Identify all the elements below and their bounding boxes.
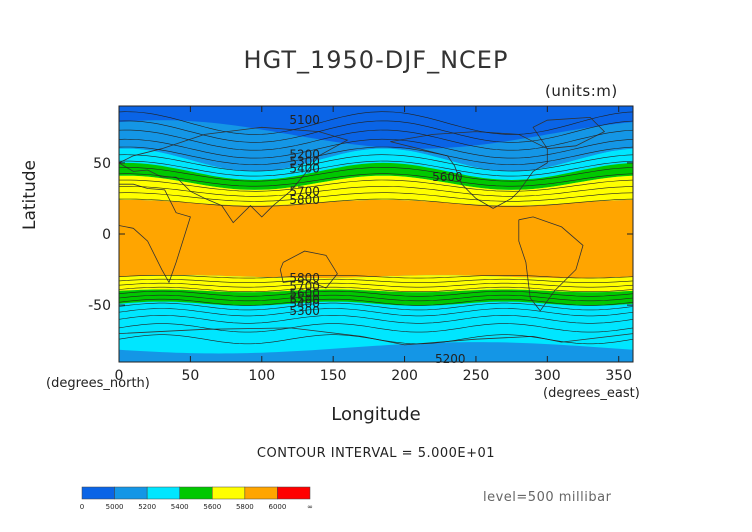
coastline-3 [390,131,548,209]
x-axis-label: Longitude [331,404,421,425]
band-tropics [119,199,633,279]
contour-n-11 [118,192,634,202]
contour-s-11 [118,334,634,345]
coastline-1 [118,183,191,284]
contour-s-3 [118,286,634,293]
contour-s-9 [118,315,634,324]
contour-label: 5400 [289,297,320,311]
x-tick-label: 150 [320,368,347,384]
colorbar-tick-label: 5200 [138,503,156,511]
contour-label: 5200 [289,147,320,161]
band-n-5400 [119,162,633,190]
contour-s-2 [118,282,634,288]
colorbar-tick-label: 5600 [203,503,221,511]
contour-n-6 [118,160,634,177]
chart-title: HGT_1950-DJF_NCEP [243,46,509,74]
contour-s-10 [118,323,634,333]
contour-s-1 [118,278,634,283]
contour-lines [118,111,634,345]
contour-label: 5800 [289,271,320,285]
contour-label: 5700 [289,280,320,294]
contour-label: 5200 [435,352,466,366]
x-tick-label: 250 [463,368,490,384]
contour-label: 5300 [289,304,320,318]
contour-label: 5300 [289,154,320,168]
colorbar-bin [146,486,180,500]
contour-n-0 [118,111,634,135]
x-tick-label: 0 [115,368,124,384]
band-n-5200 [119,148,633,180]
colorbar-bin [179,486,213,500]
contour-n-7 [118,167,634,182]
contour-n-2 [118,129,634,151]
contour-s-5 [118,294,634,302]
contour-label: 5600 [289,287,320,301]
contour-s-0 [118,274,634,279]
units-label: (units:m) [545,82,618,100]
colorbar: 0 5000 5200 5400 5600 5800 6000 ∞ [80,486,313,511]
contour-n-12 [118,198,634,207]
x-tick-label: 350 [605,368,632,384]
colorbar-tick-label: 5800 [236,503,254,511]
y-axis-unit: (degrees_north) [46,376,150,391]
y-tick-label: 0 [102,227,111,243]
colorbar-bin [244,486,278,500]
colorbar-bin [212,486,246,500]
band-n-5600 [119,175,633,206]
contour-n-9 [118,179,634,192]
contour-s-7 [118,302,634,311]
y-tick-label: 50 [93,156,111,172]
y-tick-label: -50 [88,298,111,314]
x-tick-label: 300 [534,368,561,384]
contour-label: 5500 [289,292,320,306]
contour-s-4 [118,290,634,297]
contour-label: 5100 [289,113,320,127]
colorbar-bin [114,486,148,500]
contour-s-8 [118,308,634,317]
coastline-2 [279,250,338,289]
contour-label: 5800 [289,193,320,207]
contour-n-4 [118,146,634,165]
colorbar-tick-label: ∞ [307,503,313,511]
contour-n-5 [118,154,634,172]
colorbar-tick-label: 0 [80,503,84,511]
band-s-pole2 [119,342,633,362]
color-bands [119,106,633,362]
x-tick-label: 100 [248,368,275,384]
contour-n-1 [118,120,634,143]
contour-n-8 [118,173,634,187]
axes: 0 50 100 150 200 250 300 350 50 0 -50 [88,106,633,384]
colorbar-bin [81,486,115,500]
contour-s-6 [118,298,634,306]
coastline-5 [532,116,606,150]
coastline-4 [518,216,584,312]
contour-label: 5600 [432,170,463,184]
colorbar-tick-label: 5000 [106,503,124,511]
x-axis-unit: (degrees_east) [543,386,640,401]
band-s-5400 [119,289,633,306]
contour-label: 5700 [289,184,320,198]
contour-n-3 [118,138,634,159]
contour-label: 5400 [289,162,320,176]
x-tick-label: 200 [391,368,418,384]
x-tick-label: 50 [181,368,199,384]
level-label: level=500 millibar [483,490,612,505]
contour-n-10 [119,186,634,197]
band-n-pole [119,106,633,149]
colorbar-bin [277,486,311,500]
contour-interval-label: CONTOUR INTERVAL = 5.000E+01 [256,446,496,461]
colorbar-tick-label: 5400 [171,503,189,511]
contour-labels: 5100520053005400560057005800580057005600… [289,113,465,366]
colorbar-tick-label: 6000 [269,503,287,511]
